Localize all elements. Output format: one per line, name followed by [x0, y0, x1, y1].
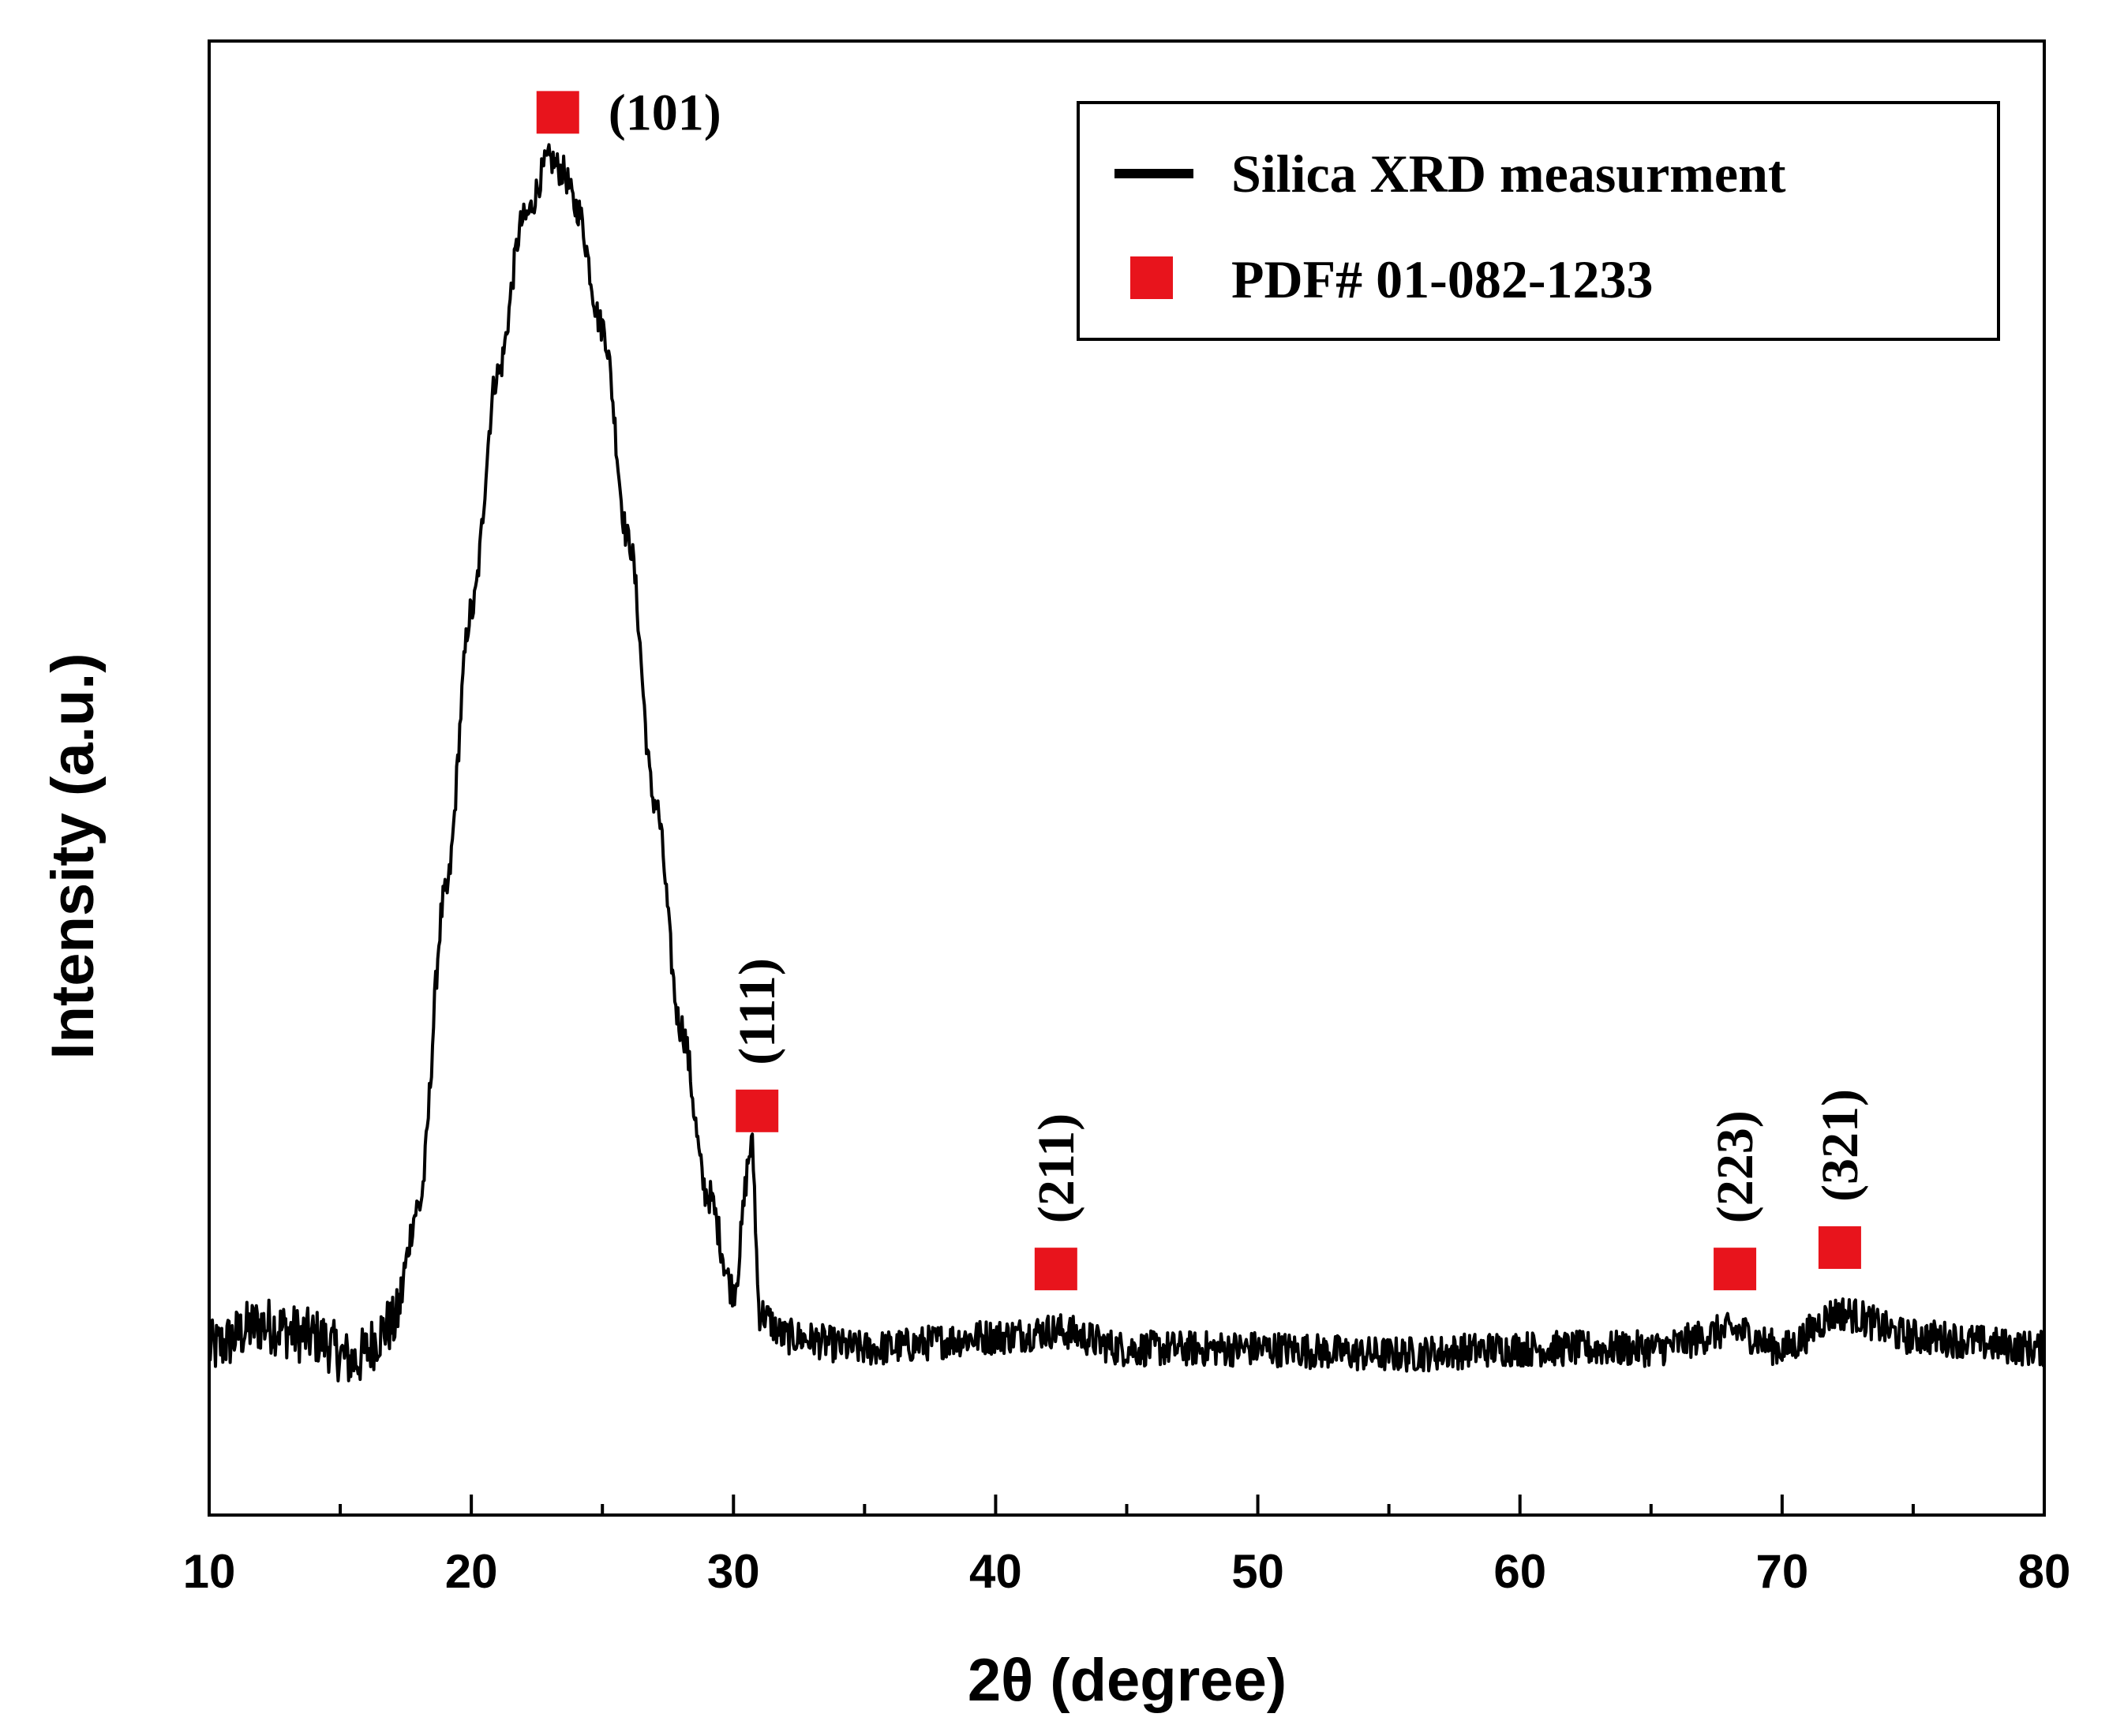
peak-label: (101) — [609, 84, 721, 141]
x-tick-label: 50 — [1231, 1545, 1284, 1598]
x-tick-label: 20 — [445, 1545, 498, 1598]
x-tick-label: 30 — [707, 1545, 760, 1598]
x-axis: 10 20 30 40 50 60 70 80 — [183, 1495, 2071, 1598]
peak-labels: (101) (111) (211) (223) (321) — [609, 84, 1869, 1223]
x-tick-label: 40 — [969, 1545, 1022, 1598]
peak-label: (211) — [1028, 1113, 1085, 1223]
peak-label: (321) — [1811, 1089, 1869, 1202]
plot-area — [208, 143, 2046, 1382]
pdf-reference-marker — [1818, 1226, 1861, 1270]
x-tick-label: 70 — [1755, 1545, 1808, 1598]
x-tick-label: 80 — [2018, 1545, 2071, 1598]
peak-label: (111) — [729, 958, 786, 1065]
x-tick-label: 60 — [1493, 1545, 1546, 1598]
legend-box — [1077, 101, 2000, 341]
legend: Silica XRD measurment PDF# 01-082-1233 — [1077, 101, 2000, 341]
pdf-markers — [536, 91, 1861, 1291]
x-axis-title: 2θ (degree) — [968, 1647, 1287, 1714]
pdf-reference-marker — [536, 91, 579, 134]
legend-label-silica: Silica XRD measurment — [1231, 144, 1786, 204]
legend-label-pdf: PDF# 01-082-1233 — [1231, 249, 1653, 309]
x-tick-label: 10 — [183, 1545, 236, 1598]
pdf-reference-marker — [736, 1089, 779, 1132]
legend-square-swatch — [1130, 256, 1173, 299]
series-line-silica-xrd — [208, 143, 2046, 1382]
pdf-reference-marker — [1714, 1248, 1757, 1291]
pdf-reference-marker — [1034, 1248, 1077, 1291]
peak-label: (223) — [1706, 1110, 1764, 1223]
y-axis-title: Intensity (a.u.) — [39, 653, 107, 1059]
